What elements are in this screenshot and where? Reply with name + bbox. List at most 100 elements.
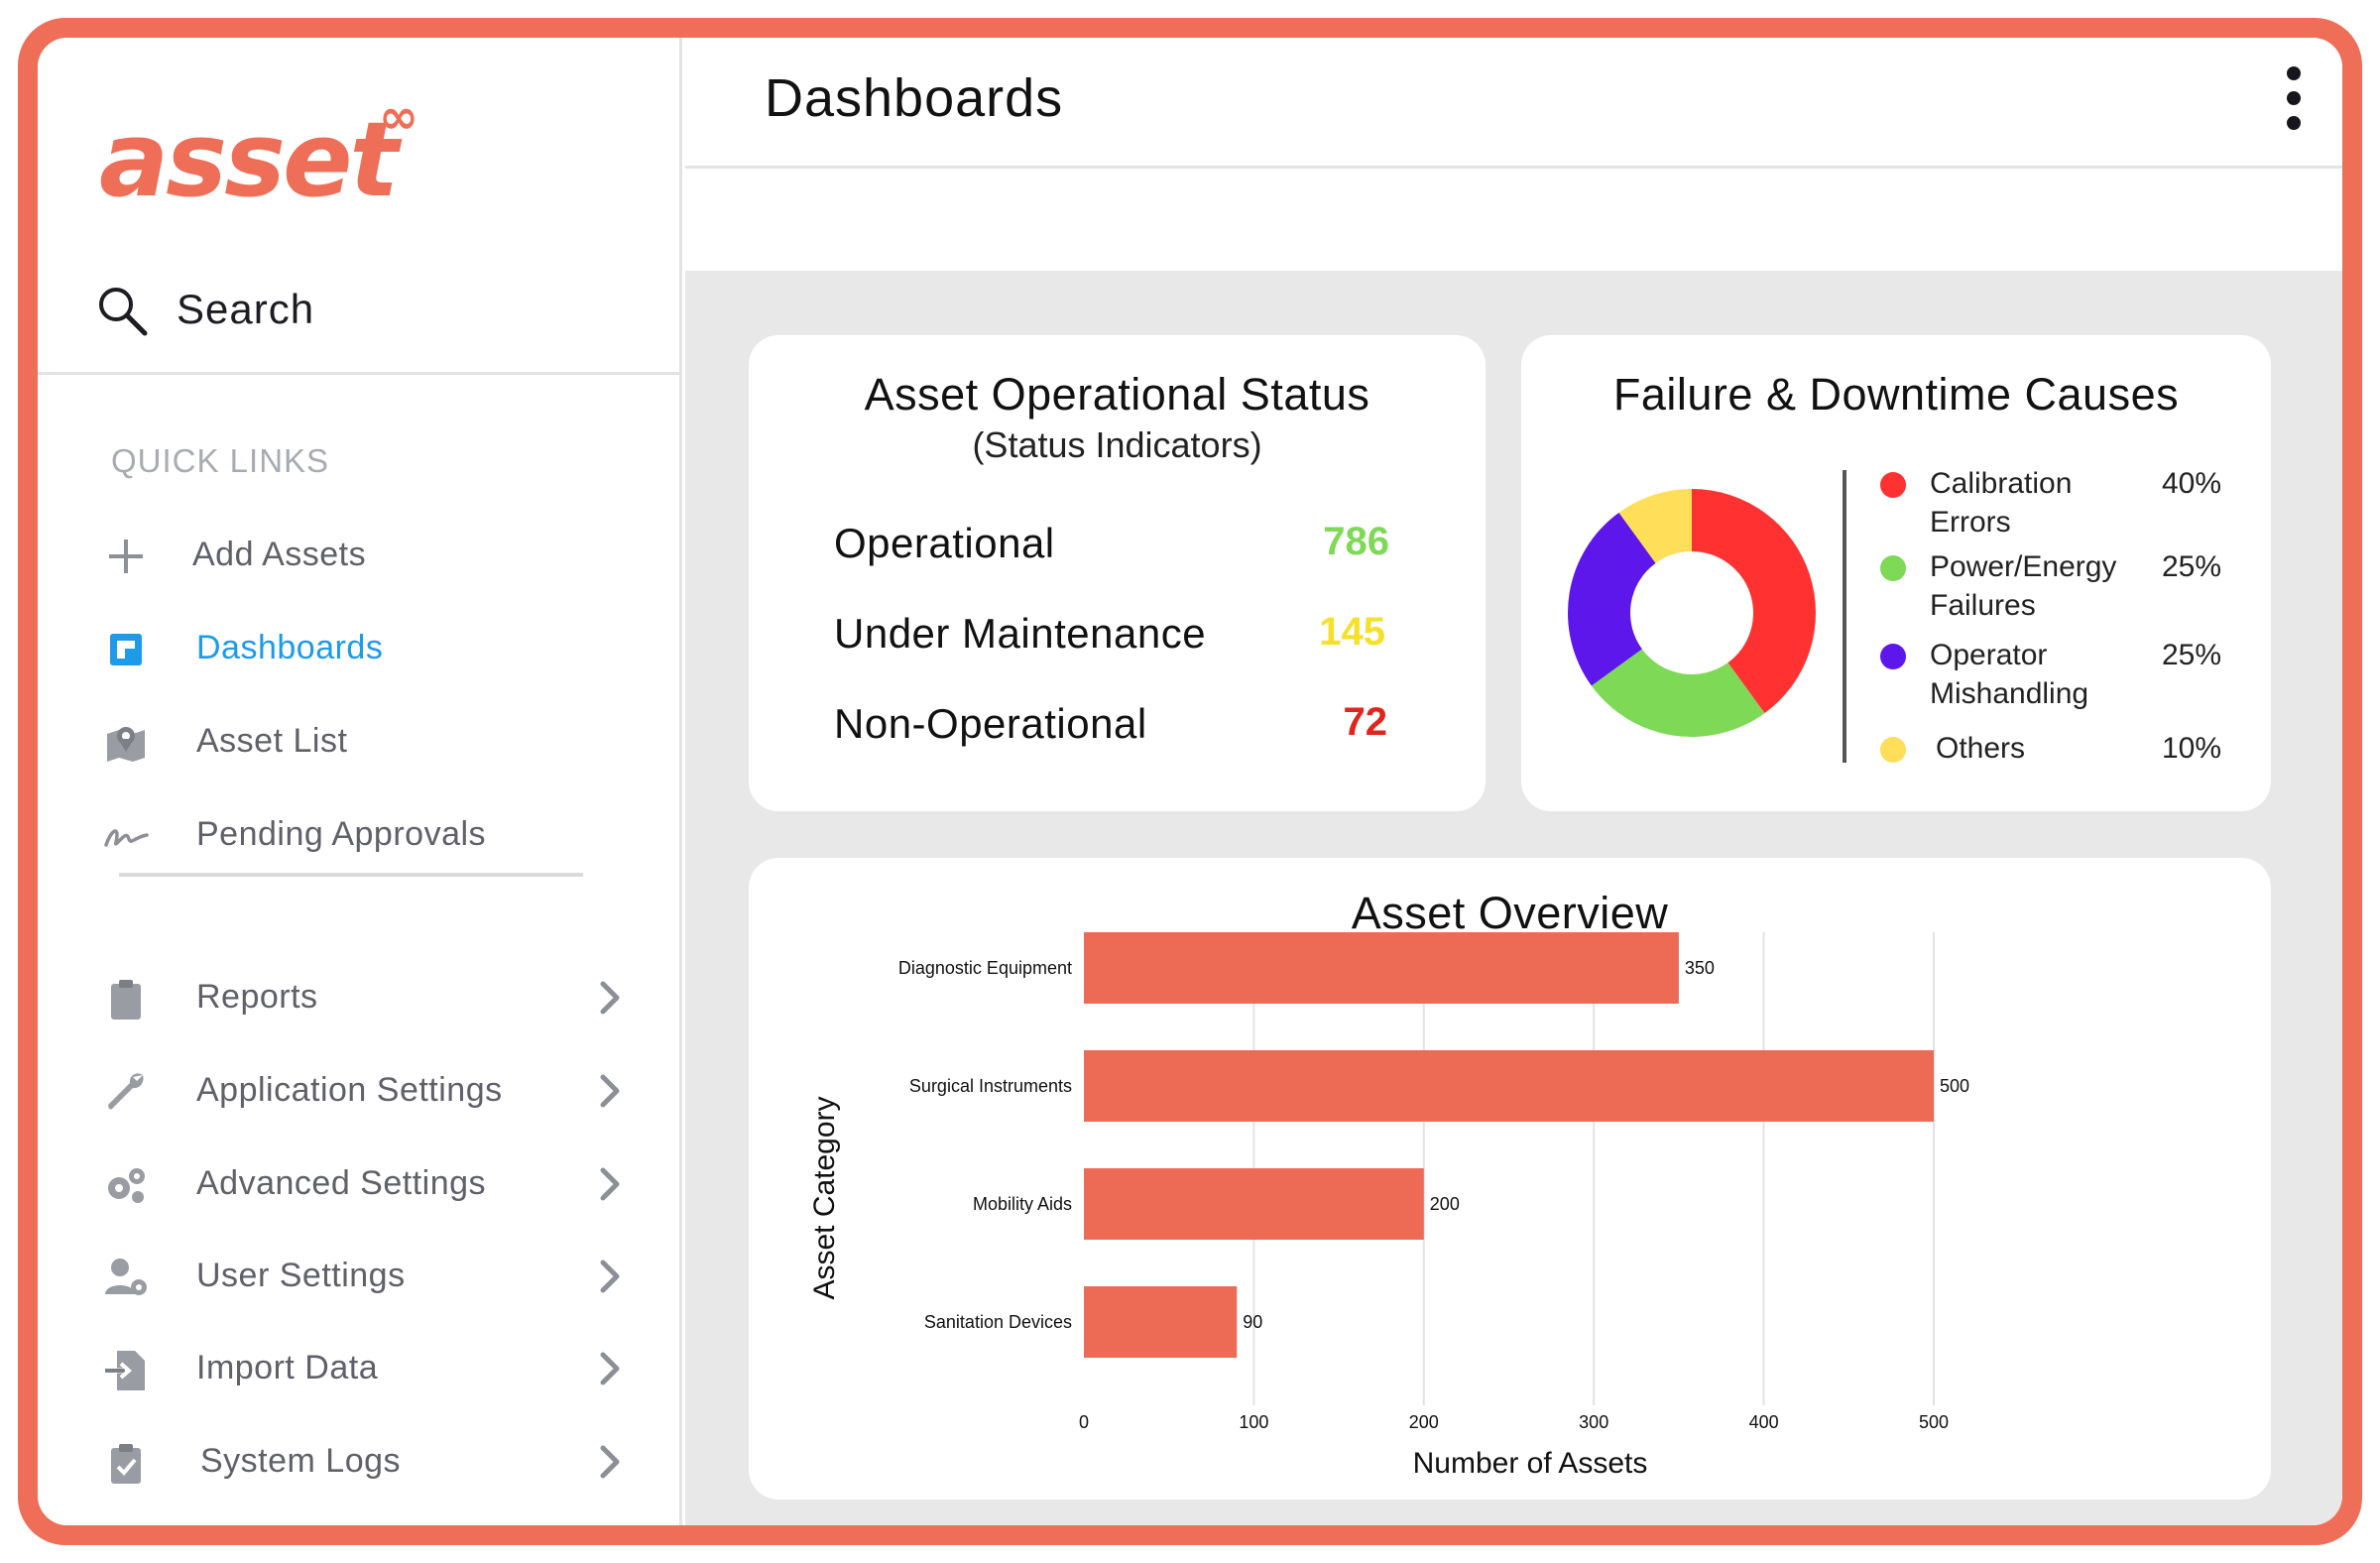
chevron-right-icon (600, 1074, 620, 1108)
signature-icon (104, 829, 149, 847)
app-screen: asset ∞ Search QUICK LINKS Add Assets (38, 38, 2342, 1525)
sidebar-item-label: Import Data (196, 1349, 379, 1386)
sidebar-item-import-data[interactable]: Import Data (38, 1335, 682, 1404)
sidebar-item-system-logs[interactable]: System Logs (38, 1428, 682, 1498)
x-tick-label: 400 (1749, 1412, 1779, 1432)
import-icon (105, 1351, 145, 1390)
x-tick-label: 200 (1409, 1412, 1439, 1432)
search-button[interactable]: Search (38, 266, 682, 375)
bar-value-label: 90 (1243, 1312, 1262, 1332)
legend-pct: 25% (2162, 550, 2222, 583)
status-value: 72 (1343, 700, 1388, 744)
status-value: 786 (1323, 520, 1389, 563)
page-title: Dashboards (765, 68, 1064, 128)
device-frame: asset ∞ Search QUICK LINKS Add Assets (18, 18, 2362, 1545)
bar-value-label: 350 (1685, 958, 1715, 978)
donut-slice-operator-mishandling[interactable] (1568, 512, 1656, 686)
status-label: Operational (834, 520, 1055, 566)
asset-overview-bar-chart: 0 100 200 300 400 500 Diagnostic Equipment 350 S… (808, 932, 1969, 1480)
sidebar-item-reports[interactable]: Reports (38, 964, 682, 1033)
sidebar: asset ∞ Search QUICK LINKS Add Assets (38, 38, 682, 1525)
sidebar-item-user-settings[interactable]: User Settings (38, 1243, 682, 1312)
y-category-label: Mobility Aids (973, 1194, 1072, 1214)
legend-dot (1880, 644, 1906, 669)
legend-label: Others (1936, 732, 2026, 765)
chevron-right-icon (600, 1260, 620, 1293)
sidebar-item-label: Add Assets (192, 536, 367, 573)
chevron-right-icon (600, 981, 620, 1015)
dashboard-icon (110, 634, 142, 665)
quick-links-heading: QUICK LINKS (111, 442, 330, 479)
x-tick-label: 300 (1579, 1412, 1608, 1432)
status-row-non-operational: Non-Operational 72 (834, 700, 1389, 760)
legend-label: Power/Energy Failures (1930, 550, 2117, 622)
sidebar-item-advanced-settings[interactable]: Advanced Settings (38, 1150, 682, 1220)
status-label: Under Maintenance (834, 610, 1207, 657)
sidebar-item-label: System Logs (200, 1442, 402, 1480)
bar-surgical-instruments[interactable] (1084, 1050, 1934, 1122)
clipboard-check-icon (111, 1444, 141, 1484)
status-card-subtitle: (Status Indicators) (972, 424, 1262, 465)
x-axis-label: Number of Assets (1413, 1447, 1648, 1480)
user-gear-icon (105, 1259, 147, 1295)
overview-card: Asset Overview 0 100 200 300 400 500 Diagnosti… (749, 858, 2271, 1500)
bar-diagnostic-equipment[interactable] (1084, 932, 1679, 1004)
app-logo[interactable]: asset ∞ (99, 89, 418, 220)
sidebar-item-label: Application Settings (196, 1071, 503, 1109)
sidebar-divider (119, 873, 583, 877)
infinity-icon: ∞ (379, 89, 418, 145)
sidebar-item-application-settings[interactable]: Application Settings (38, 1057, 682, 1127)
donut-slice-others[interactable] (1618, 489, 1692, 563)
status-card: Asset Operational Status (Status Indicat… (749, 335, 1486, 811)
donut-slice-power-energy-failures[interactable] (1591, 649, 1765, 737)
page-header: Dashboards (685, 38, 2342, 169)
y-category-label: Sanitation Devices (924, 1312, 1072, 1332)
legend-dot (1880, 737, 1906, 763)
sidebar-item-label: Advanced Settings (196, 1164, 487, 1202)
chevron-right-icon (600, 1167, 620, 1201)
legend-label: Calibration Errors (1930, 467, 2073, 539)
sidebar-item-dashboards[interactable]: Dashboards (38, 615, 682, 684)
sidebar-item-label: Reports (196, 978, 318, 1016)
status-row-under-maintenance: Under Maintenance 145 (834, 610, 1389, 669)
failure-card-title: Failure & Downtime Causes (1612, 369, 2180, 420)
toolbar-area (685, 172, 2342, 271)
plus-icon (109, 540, 143, 573)
sidebar-item-label: User Settings (196, 1257, 406, 1294)
y-axis-label: Asset Category (808, 1096, 841, 1299)
legend-divider (1843, 470, 1846, 763)
search-icon (99, 288, 148, 336)
logo-wordmark: asset (99, 99, 399, 220)
failure-donut-chart (1568, 489, 1816, 737)
legend-dot (1880, 555, 1906, 581)
failure-card: Failure & Downtime Causes Calibration Er… (1521, 335, 2271, 811)
legend-label: Operator Mishandling (1930, 639, 2089, 710)
sidebar-item-asset-list[interactable]: Asset List (38, 708, 682, 778)
status-card-title: Asset Operational Status (864, 369, 1370, 420)
overview-card-title: Asset Overview (1351, 888, 1669, 938)
sidebar-item-add-assets[interactable]: Add Assets (38, 522, 682, 591)
legend-pct: 10% (2162, 732, 2222, 765)
sidebar-item-label: Pending Approvals (196, 815, 487, 853)
dashboard-content: Asset Operational Status (Status Indicat… (685, 271, 2342, 1525)
bar-value-label: 500 (1940, 1076, 1969, 1096)
bar-mobility-aids[interactable] (1084, 1168, 1424, 1240)
sidebar-item-label: Asset List (196, 722, 348, 760)
chevron-right-icon (600, 1352, 620, 1385)
chevron-right-icon (600, 1445, 620, 1479)
clipboard-icon (111, 980, 141, 1020)
bar-sanitation-devices[interactable] (1084, 1286, 1238, 1358)
wrench-icon (108, 1073, 144, 1110)
gears-icon (108, 1168, 145, 1203)
map-pin-icon (107, 727, 145, 762)
status-value: 145 (1319, 610, 1385, 654)
y-category-label: Surgical Instruments (909, 1076, 1072, 1096)
search-label: Search (177, 286, 315, 332)
donut-slice-calibration-errors[interactable] (1692, 489, 1816, 714)
status-row-operational: Operational 786 (834, 520, 1389, 579)
more-options-icon[interactable] (2282, 63, 2306, 133)
sidebar-item-label: Dashboards (196, 629, 384, 666)
y-category-label: Diagnostic Equipment (898, 958, 1072, 978)
sidebar-item-pending-approvals[interactable]: Pending Approvals (38, 801, 682, 871)
x-tick-label: 0 (1079, 1412, 1089, 1432)
